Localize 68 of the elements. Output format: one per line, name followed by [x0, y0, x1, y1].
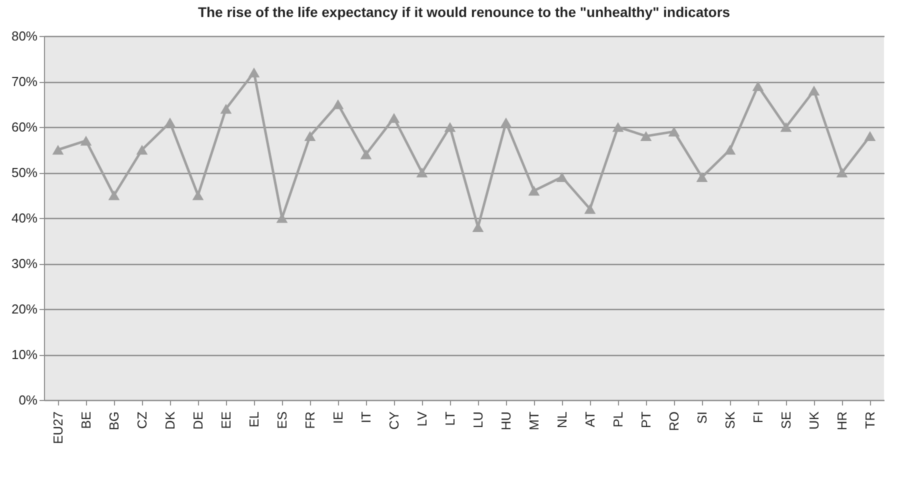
point — [108, 190, 120, 200]
point — [668, 126, 680, 136]
x-tick-label: IT — [358, 411, 374, 424]
point — [416, 168, 428, 178]
x-tick-label: LT — [442, 411, 458, 426]
y-tick-label: 70% — [11, 74, 38, 89]
x-tick-label: EE — [218, 411, 234, 429]
x-tick-label: ES — [274, 411, 290, 429]
x-tick-label: AT — [582, 411, 598, 428]
point — [136, 144, 148, 155]
x-tick-label: LV — [414, 411, 430, 426]
x-tick-label: RO — [666, 412, 682, 431]
point — [444, 122, 456, 132]
y-tick-label: 80% — [11, 28, 38, 44]
point — [304, 131, 316, 142]
point — [752, 81, 764, 91]
y-tick-label: 50% — [11, 165, 38, 180]
x-tick-label: DK — [162, 411, 178, 430]
y-tick-label: 40% — [11, 210, 38, 226]
y-tick-label: 0% — [18, 392, 38, 408]
point — [332, 99, 344, 110]
chart-title: The rise of the life expectancy if it would renounce to the "unhealthy" indicators — [198, 4, 730, 20]
point — [192, 190, 204, 200]
x-tick-label: SK — [722, 411, 738, 429]
point — [864, 131, 876, 142]
point — [220, 104, 232, 114]
x-tick-label: PT — [638, 411, 654, 428]
point — [780, 122, 792, 132]
point — [696, 172, 708, 182]
point — [360, 149, 372, 160]
point — [836, 168, 848, 178]
x-tick-label: MT — [526, 411, 542, 430]
point — [52, 144, 64, 155]
x-tick-label: NL — [554, 412, 570, 428]
x-tick-label: CZ — [134, 411, 150, 429]
y-tick-label: 60% — [11, 120, 38, 134]
point — [556, 172, 568, 182]
x-tick-label: HR — [834, 412, 850, 430]
x-tick-label: EU27 — [50, 412, 66, 444]
x-tick-label: TR — [862, 412, 878, 429]
point — [248, 67, 260, 78]
point — [164, 118, 176, 128]
point — [80, 136, 92, 146]
x-tick-label: UK — [806, 411, 822, 430]
point — [388, 112, 400, 123]
point — [640, 131, 652, 142]
x-tick-label: IE — [330, 411, 346, 424]
point — [584, 204, 596, 214]
x-tick-label: SI — [694, 412, 710, 424]
point — [724, 144, 736, 155]
point — [528, 186, 540, 196]
x-tick-label: BE — [78, 411, 94, 429]
point — [500, 118, 512, 128]
x-tick-label: HU — [498, 412, 514, 430]
x-tick-label: EL — [246, 412, 262, 428]
x-tick-label: CY — [386, 411, 402, 430]
y-tick-label: 10% — [11, 347, 38, 362]
x-tick-label: BG — [106, 412, 122, 430]
x-tick-label: DE — [190, 411, 206, 430]
x-tick-label: PL — [610, 412, 626, 428]
point — [808, 86, 820, 96]
x-tick-label: SE — [778, 411, 794, 429]
x-tick-label: FR — [302, 412, 318, 429]
x-tick-label: LU — [470, 412, 486, 428]
y-tick-label: 30% — [11, 256, 38, 271]
y-tick-label: 20% — [11, 302, 38, 316]
point — [612, 122, 624, 132]
x-tick-label: FI — [750, 412, 766, 424]
